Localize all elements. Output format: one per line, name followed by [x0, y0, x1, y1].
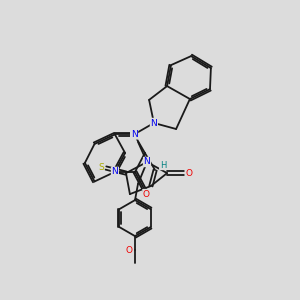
Text: S: S	[98, 164, 104, 172]
Text: O: O	[143, 190, 150, 199]
Text: H: H	[160, 160, 166, 169]
Text: N: N	[131, 130, 137, 139]
Text: N: N	[151, 118, 157, 127]
Text: O: O	[125, 246, 133, 255]
Text: O: O	[185, 169, 192, 178]
Text: N: N	[112, 167, 118, 176]
Text: N: N	[144, 158, 150, 166]
